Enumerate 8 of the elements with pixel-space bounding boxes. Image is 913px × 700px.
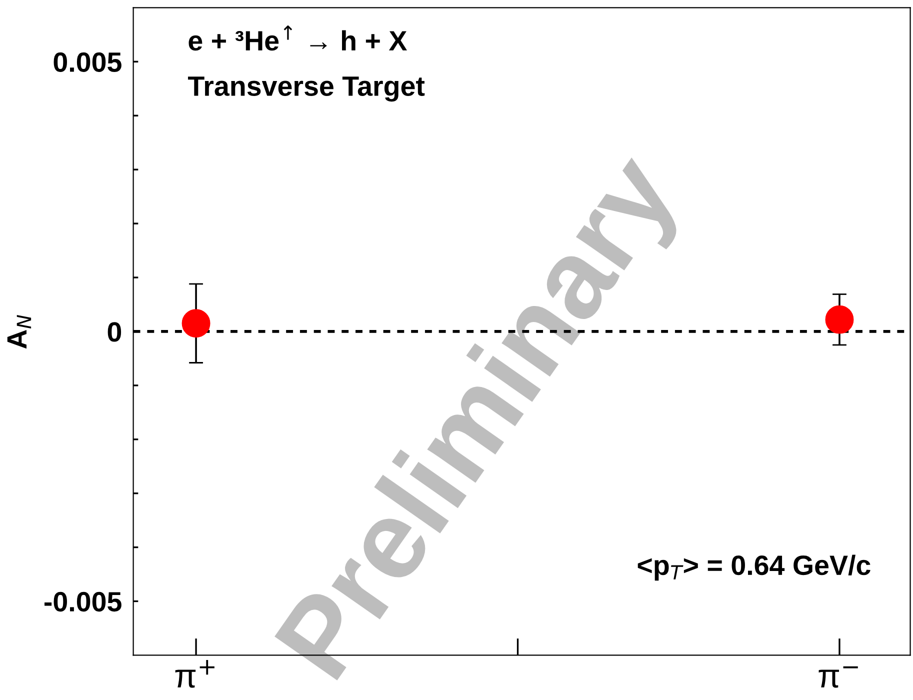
y-tick-label: 0.005 <box>54 52 122 72</box>
x-tick-label: π$^{−}$ <box>818 666 858 688</box>
y-tick-label: -0.005 <box>44 592 122 612</box>
y-axis-title: A$_{N}$ <box>7 315 32 349</box>
x-tick-label: π$^{+}$ <box>175 660 214 688</box>
annotation: Transverse Target <box>188 76 425 102</box>
annotation: e + ³He$^{↑}$ → h + X <box>188 25 407 51</box>
y-tick-label: 0 <box>108 322 122 342</box>
